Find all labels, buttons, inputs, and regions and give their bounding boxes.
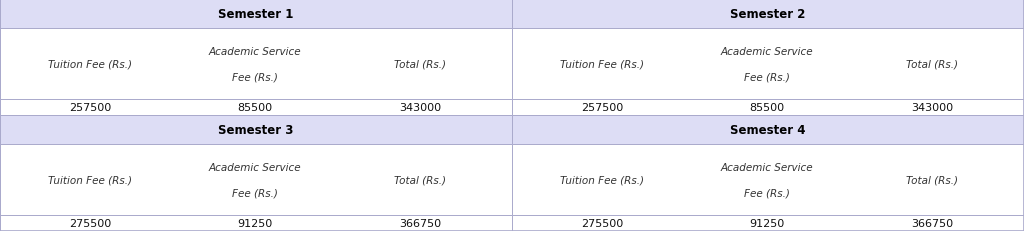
Text: Tuition Fee (Rs.): Tuition Fee (Rs.) (48, 175, 132, 185)
Text: 85500: 85500 (750, 103, 784, 112)
Bar (0, 144, 512, 215)
Text: 91250: 91250 (238, 218, 272, 228)
Bar (0, 100, 512, 116)
Text: Academic Service: Academic Service (209, 46, 301, 56)
Text: 343000: 343000 (399, 103, 441, 112)
Text: 343000: 343000 (911, 103, 953, 112)
Text: Total (Rs.): Total (Rs.) (394, 175, 446, 185)
Text: Fee (Rs.): Fee (Rs.) (232, 72, 278, 82)
Bar (512, 116, 1024, 144)
Bar (0, 29, 512, 100)
Text: Fee (Rs.): Fee (Rs.) (744, 72, 790, 82)
Text: Tuition Fee (Rs.): Tuition Fee (Rs.) (560, 175, 644, 185)
Text: Tuition Fee (Rs.): Tuition Fee (Rs.) (560, 59, 644, 69)
Text: Total (Rs.): Total (Rs.) (906, 175, 958, 185)
Text: Fee (Rs.): Fee (Rs.) (744, 188, 790, 198)
Text: Academic Service: Academic Service (209, 162, 301, 172)
Text: Semester 2: Semester 2 (730, 8, 806, 21)
Text: 91250: 91250 (750, 218, 784, 228)
Text: Total (Rs.): Total (Rs.) (394, 59, 446, 69)
Text: Academic Service: Academic Service (721, 162, 813, 172)
Text: Tuition Fee (Rs.): Tuition Fee (Rs.) (48, 59, 132, 69)
Bar (0, 116, 512, 144)
Text: Semester 1: Semester 1 (218, 8, 294, 21)
Bar (0, 215, 512, 231)
Text: Semester 4: Semester 4 (730, 123, 806, 137)
Text: 366750: 366750 (399, 218, 441, 228)
Text: Total (Rs.): Total (Rs.) (906, 59, 958, 69)
Bar (0, 0, 512, 29)
Text: Fee (Rs.): Fee (Rs.) (232, 188, 278, 198)
Text: 275500: 275500 (581, 218, 624, 228)
Text: Semester 3: Semester 3 (218, 123, 294, 137)
Text: 275500: 275500 (69, 218, 112, 228)
Text: 257500: 257500 (69, 103, 112, 112)
Bar (512, 29, 1024, 100)
Bar (512, 100, 1024, 116)
Bar (512, 144, 1024, 215)
Text: Academic Service: Academic Service (721, 46, 813, 56)
Text: 257500: 257500 (581, 103, 624, 112)
Text: 366750: 366750 (911, 218, 953, 228)
Text: 85500: 85500 (238, 103, 272, 112)
Bar (512, 0, 1024, 29)
Bar (512, 215, 1024, 231)
